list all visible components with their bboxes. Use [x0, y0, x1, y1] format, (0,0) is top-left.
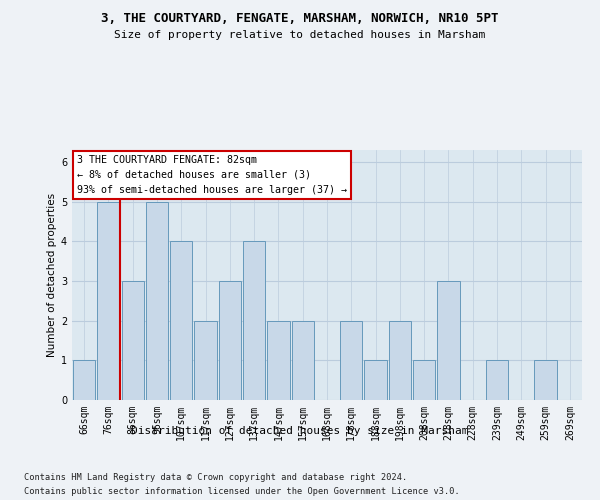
Bar	[535, 360, 557, 400]
Bar	[194, 320, 217, 400]
Bar	[267, 320, 290, 400]
Bar	[218, 281, 241, 400]
Bar	[170, 242, 193, 400]
Bar	[73, 360, 95, 400]
Text: Contains public sector information licensed under the Open Government Licence v3: Contains public sector information licen…	[24, 488, 460, 496]
Bar	[413, 360, 436, 400]
Bar	[437, 281, 460, 400]
Bar	[389, 320, 411, 400]
Text: Distribution of detached houses by size in Marsham: Distribution of detached houses by size …	[131, 426, 469, 436]
Text: Size of property relative to detached houses in Marsham: Size of property relative to detached ho…	[115, 30, 485, 40]
Text: Contains HM Land Registry data © Crown copyright and database right 2024.: Contains HM Land Registry data © Crown c…	[24, 472, 407, 482]
Text: 3 THE COURTYARD FENGATE: 82sqm
← 8% of detached houses are smaller (3)
93% of se: 3 THE COURTYARD FENGATE: 82sqm ← 8% of d…	[77, 155, 347, 194]
Bar	[292, 320, 314, 400]
Bar	[97, 202, 119, 400]
Y-axis label: Number of detached properties: Number of detached properties	[47, 193, 57, 357]
Text: 3, THE COURTYARD, FENGATE, MARSHAM, NORWICH, NR10 5PT: 3, THE COURTYARD, FENGATE, MARSHAM, NORW…	[101, 12, 499, 26]
Bar	[243, 242, 265, 400]
Bar	[146, 202, 168, 400]
Bar	[122, 281, 144, 400]
Bar	[364, 360, 387, 400]
Bar	[340, 320, 362, 400]
Bar	[486, 360, 508, 400]
